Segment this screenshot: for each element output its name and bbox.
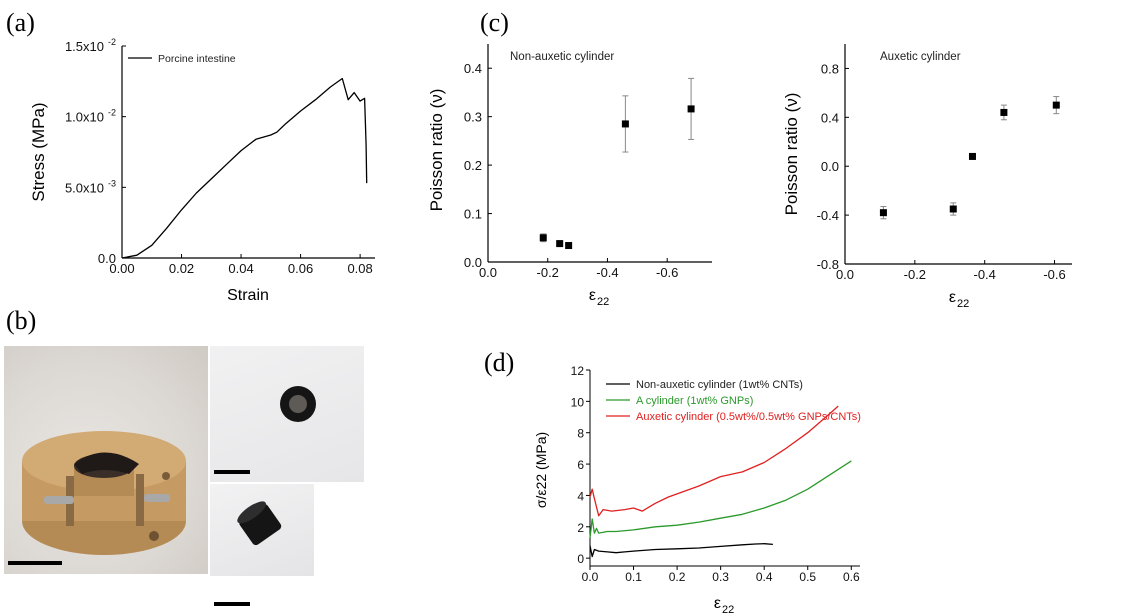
chart-d-y-tick-label: 0 [577,552,584,566]
photo-apparatus [4,346,208,574]
chart-a-y-label: Stress (MPa) [29,102,48,201]
chart-c1-x-label: ε [589,287,596,304]
panel-label-c: (c) [480,8,509,37]
chart-d-y-tick-label: 8 [577,427,584,441]
scale-bar-cylinder-top [214,470,250,474]
chart-d-x-tick-label: 0.4 [756,570,773,584]
chart-c2-y-tick-label: 0.4 [821,110,839,125]
chart-c2-title: Auxetic cylinder [880,51,961,63]
chart-a-series-line [121,77,368,259]
chart-a-x-tick-label: 0.08 [347,261,372,276]
chart-a-y-tick-label: 5.0x10 [65,180,104,195]
chart-c2-data-point [968,152,976,160]
chart-c1-x-tick-label: -0.4 [596,265,618,280]
chart-c2-y-tick-label: -0.4 [817,208,839,223]
chart-d-x-tick-label: 0.5 [799,570,816,584]
chart-a-x-label: Strain [227,287,269,304]
chart-d-legend-label: Auxetic cylinder (0.5wt%/0.5wt% GNPs/CNT… [636,411,861,423]
scale-bar-cylinder-side [214,602,250,606]
chart-d-x-tick-label: 0.3 [712,570,729,584]
chart-c2-y-tick-label: -0.8 [817,257,839,272]
chart-c1-x-tick-label: -0.6 [656,265,678,280]
chart-c2-x-tick-label: 0.0 [836,267,854,282]
chart-d-x-label-subscript: 22 [722,604,734,616]
chart-d-x-label: ε [714,595,721,612]
chart-a-y-tick-exponent: -2 [108,37,116,47]
chart-c1-data-point [687,105,695,113]
chart-d-series-line [589,543,773,558]
chart-a-x-tick-label: 0.00 [109,261,134,276]
cylinder-side-drawing [237,501,282,546]
chart-c1-x-label-subscript: 22 [597,296,609,308]
chart-a-y-tick-label: 1.5x10 [65,39,104,54]
chart-a-y-tick-label: 1.0x10 [65,110,104,125]
chart-c2-data-point [949,205,957,213]
chart-d-y-tick-label: 6 [577,458,584,472]
chart-c2-data-point [879,209,887,217]
chart-c1-y-tick-label: 0.4 [464,61,482,76]
chart-d-y-tick-label: 2 [577,521,584,535]
chart-c1-data-point [539,234,547,242]
chart-a-y-tick-exponent: -3 [108,178,116,188]
panel-label-b: (b) [6,306,37,335]
chart-c2-x-tick-label: -0.2 [904,267,926,282]
chart-c1-data-point [621,120,629,128]
chart-c1-y-tick-label: 0.1 [464,207,482,222]
chart-a-legend-label: Porcine intestine [158,53,236,65]
chart-a-x-tick-label: 0.06 [288,261,313,276]
chart-d-x-tick-label: 0.0 [582,570,599,584]
chart-c1-y-tick-label: 0.2 [464,158,482,173]
chart-a-y-tick-label: 0.0 [98,251,116,266]
chart-d-y-tick-label: 10 [571,395,585,409]
apparatus-drawing [22,431,186,555]
chart-c2-x-tick-label: -0.4 [973,267,995,282]
chart-d-series-line [589,405,839,517]
chart-d-y-label: σ/ε22 (MPa) [533,432,549,508]
chart-c2-x-tick-label: -0.6 [1043,267,1065,282]
chart-d-y-tick-label: 4 [577,489,584,503]
chart-c1-y-tick-label: 0.3 [464,110,482,125]
chart-a-x-tick-label: 0.04 [228,261,253,276]
chart-d-y-tick-label: 12 [571,364,585,378]
chart-c2-x-label-subscript: 22 [957,298,969,310]
chart-c2-data-point [1052,101,1060,109]
chart-c1-y-label: Poisson ratio (ν) [427,89,446,212]
photo-cylinder-side [210,484,314,576]
chart-c2-y-tick-label: 0.0 [821,159,839,174]
chart-c1-data-point [565,242,573,250]
chart-c2-y-label: Poisson ratio (ν) [782,93,801,216]
chart-d-x-tick-label: 0.1 [625,570,642,584]
scale-bar-apparatus [8,561,62,565]
chart-c2-x-label: ε [949,289,956,306]
chart-a-x-tick-label: 0.02 [169,261,194,276]
chart-c2-y-tick-label: 0.8 [821,61,839,76]
chart-d-x-tick-label: 0.2 [669,570,686,584]
chart-c1-title: Non-auxetic cylinder [510,51,614,63]
panel-label-a: (a) [6,8,35,37]
photo-cylinder-top [210,346,364,482]
panel-label-d: (d) [484,348,515,377]
chart-d-x-tick-label: 0.6 [843,570,860,584]
chart-d-legend-label: Non-auxetic cylinder (1wt% CNTs) [636,379,803,391]
chart-c1-data-point [556,240,564,248]
cylinder-top-drawing [280,386,316,422]
chart-c1-x-tick-label: 0.0 [479,265,497,280]
chart-c2-data-point [1000,108,1008,116]
chart-d-legend-label: A cylinder (1wt% GNPs) [636,395,753,407]
chart-a-y-tick-exponent: -2 [108,108,116,118]
chart-c1-y-tick-label: 0.0 [464,255,482,270]
chart-d-series-line [589,460,852,538]
chart-c1-x-tick-label: -0.2 [537,265,559,280]
